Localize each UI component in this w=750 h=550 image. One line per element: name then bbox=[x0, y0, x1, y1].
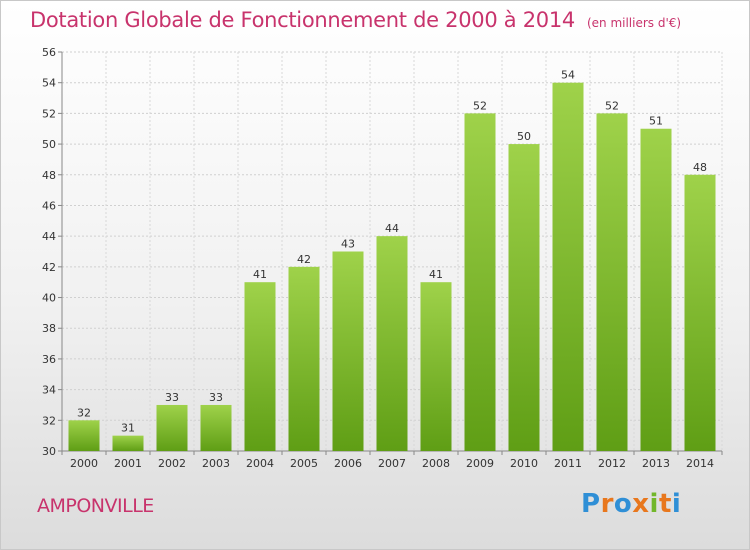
y-tick-label: 30 bbox=[42, 445, 56, 458]
bar bbox=[156, 404, 188, 451]
bar bbox=[332, 251, 364, 451]
x-tick-label: 2009 bbox=[466, 457, 494, 470]
x-tick-label: 2003 bbox=[202, 457, 230, 470]
chart-unit: (en milliers d'€) bbox=[586, 16, 682, 30]
proxiti-logo: Proxiti bbox=[581, 489, 681, 519]
y-tick-label: 44 bbox=[42, 230, 56, 243]
logo-letter: t bbox=[658, 489, 672, 519]
y-tick-label: 36 bbox=[42, 353, 56, 366]
y-tick-label: 48 bbox=[42, 169, 56, 182]
logo-letter: x bbox=[632, 489, 650, 519]
bars bbox=[68, 82, 716, 452]
y-tick-label: 56 bbox=[42, 46, 56, 59]
bar-value-label: 52 bbox=[605, 99, 619, 112]
chart-title-text: Dotation Globale de Fonctionnement de 20… bbox=[30, 8, 575, 32]
x-tick-label: 2014 bbox=[686, 457, 714, 470]
y-tick-label: 32 bbox=[42, 414, 56, 427]
x-tick-label: 2006 bbox=[334, 457, 362, 470]
logo-letter: r bbox=[600, 489, 614, 519]
x-tick-label: 2004 bbox=[246, 457, 274, 470]
y-tick-label: 38 bbox=[42, 322, 56, 335]
bar bbox=[508, 144, 540, 452]
bar-value-label: 41 bbox=[253, 268, 267, 281]
x-tick-label: 2013 bbox=[642, 457, 670, 470]
x-tick-label: 2011 bbox=[554, 457, 582, 470]
logo-letter: i bbox=[649, 489, 659, 519]
bar bbox=[288, 266, 320, 451]
logo-letter: i bbox=[671, 489, 682, 519]
bar-value-label: 51 bbox=[649, 115, 663, 128]
bar bbox=[244, 282, 276, 451]
bar-value-label: 48 bbox=[693, 161, 707, 174]
bar bbox=[376, 236, 408, 451]
labels: 30 32 34 36 38 40 42 44 46 48 50 52 54 56 32 2000 31 2001… bbox=[42, 46, 714, 470]
bar-value-label: 33 bbox=[165, 391, 179, 404]
bar bbox=[464, 113, 496, 451]
x-tick-label: 2010 bbox=[510, 457, 538, 470]
bar-value-label: 43 bbox=[341, 238, 355, 251]
y-tick-label: 50 bbox=[42, 138, 56, 151]
bar bbox=[200, 404, 232, 451]
bar bbox=[112, 435, 144, 451]
x-tick-label: 2000 bbox=[70, 457, 98, 470]
place-name: AMPONVILLE bbox=[37, 495, 154, 517]
bar bbox=[420, 282, 452, 451]
bar-value-label: 42 bbox=[297, 253, 311, 266]
y-tick-label: 52 bbox=[42, 107, 56, 120]
x-tick-label: 2012 bbox=[598, 457, 626, 470]
bar-value-label: 54 bbox=[561, 69, 575, 82]
y-tick-label: 40 bbox=[42, 292, 56, 305]
x-tick-label: 2008 bbox=[422, 457, 450, 470]
bar-value-label: 41 bbox=[429, 268, 443, 281]
bar bbox=[684, 174, 716, 451]
bar-value-label: 52 bbox=[473, 99, 487, 112]
chart-title: Dotation Globale de Fonctionnement de 20… bbox=[30, 8, 681, 32]
bar-value-label: 33 bbox=[209, 391, 223, 404]
bar bbox=[596, 113, 628, 451]
x-tick-label: 2005 bbox=[290, 457, 318, 470]
bar-value-label: 50 bbox=[517, 130, 531, 143]
bar-value-label: 44 bbox=[385, 222, 399, 235]
logo-letter: o bbox=[613, 489, 633, 519]
bar bbox=[640, 128, 672, 451]
x-tick-label: 2001 bbox=[114, 457, 142, 470]
bar bbox=[552, 82, 584, 451]
y-tick-label: 34 bbox=[42, 384, 56, 397]
bar-value-label: 31 bbox=[121, 422, 135, 435]
y-tick-label: 54 bbox=[42, 77, 56, 90]
logo-letter: P bbox=[581, 489, 601, 519]
bar bbox=[68, 420, 100, 451]
x-tick-label: 2002 bbox=[158, 457, 186, 470]
x-tick-label: 2007 bbox=[378, 457, 406, 470]
y-tick-label: 46 bbox=[42, 199, 56, 212]
y-tick-label: 42 bbox=[42, 261, 56, 274]
bar-value-label: 32 bbox=[77, 406, 91, 419]
